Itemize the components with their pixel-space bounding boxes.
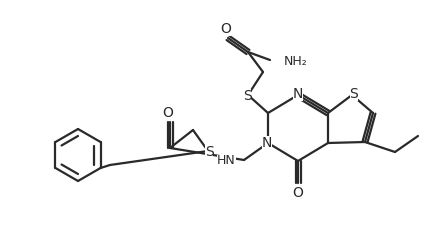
Text: N: N xyxy=(262,136,272,150)
Text: N: N xyxy=(293,87,303,101)
Text: O: O xyxy=(293,186,304,200)
Text: S: S xyxy=(242,89,251,103)
Text: S: S xyxy=(205,145,213,159)
Text: HN: HN xyxy=(217,155,236,168)
Text: O: O xyxy=(220,22,231,36)
Text: O: O xyxy=(162,106,173,120)
Text: S: S xyxy=(350,87,358,101)
Text: NH₂: NH₂ xyxy=(284,55,308,68)
